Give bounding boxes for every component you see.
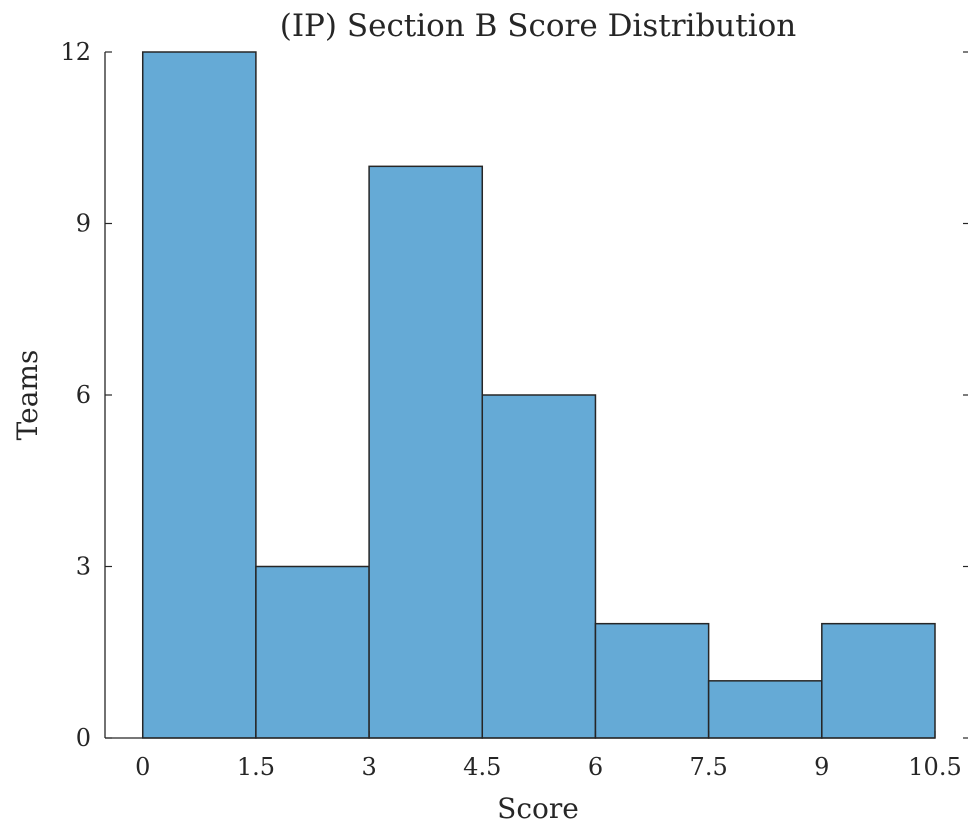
- x-tick-label: 9: [814, 753, 829, 781]
- x-tick-label: 7.5: [690, 753, 728, 781]
- x-tick-labels: 0 1.5 3 4.5 6 7.5 9 10.5: [135, 731, 962, 781]
- histogram-bar: [481, 394, 597, 739]
- y-axis-label: Teams: [11, 350, 44, 441]
- histogram-bar: [707, 680, 823, 739]
- y-tick-label: 9: [76, 210, 91, 238]
- y-tick-label: 3: [76, 553, 91, 581]
- x-tick-label: 6: [588, 753, 603, 781]
- y-tick-label: 6: [76, 381, 91, 409]
- histogram-bar: [821, 622, 936, 739]
- bars-group: [141, 51, 936, 739]
- y-tick-label: 12: [60, 38, 91, 66]
- histogram-bar: [368, 165, 484, 739]
- x-tick-label: 3: [361, 753, 376, 781]
- x-tick-label: 0: [135, 753, 150, 781]
- x-axis-label: Score: [497, 792, 579, 825]
- chart-title: (IP) Section B Score Distribution: [280, 8, 797, 44]
- y-tick-labels: 0 3 6 9 12: [60, 38, 968, 752]
- x-tick-label: 10.5: [908, 753, 961, 781]
- x-tick-label: 4.5: [463, 753, 501, 781]
- histogram-bar: [594, 622, 710, 739]
- y-tick-label: 0: [76, 724, 91, 752]
- histogram-bar: [255, 565, 370, 739]
- x-tick-label: 1.5: [237, 753, 275, 781]
- histogram-bar: [141, 51, 257, 739]
